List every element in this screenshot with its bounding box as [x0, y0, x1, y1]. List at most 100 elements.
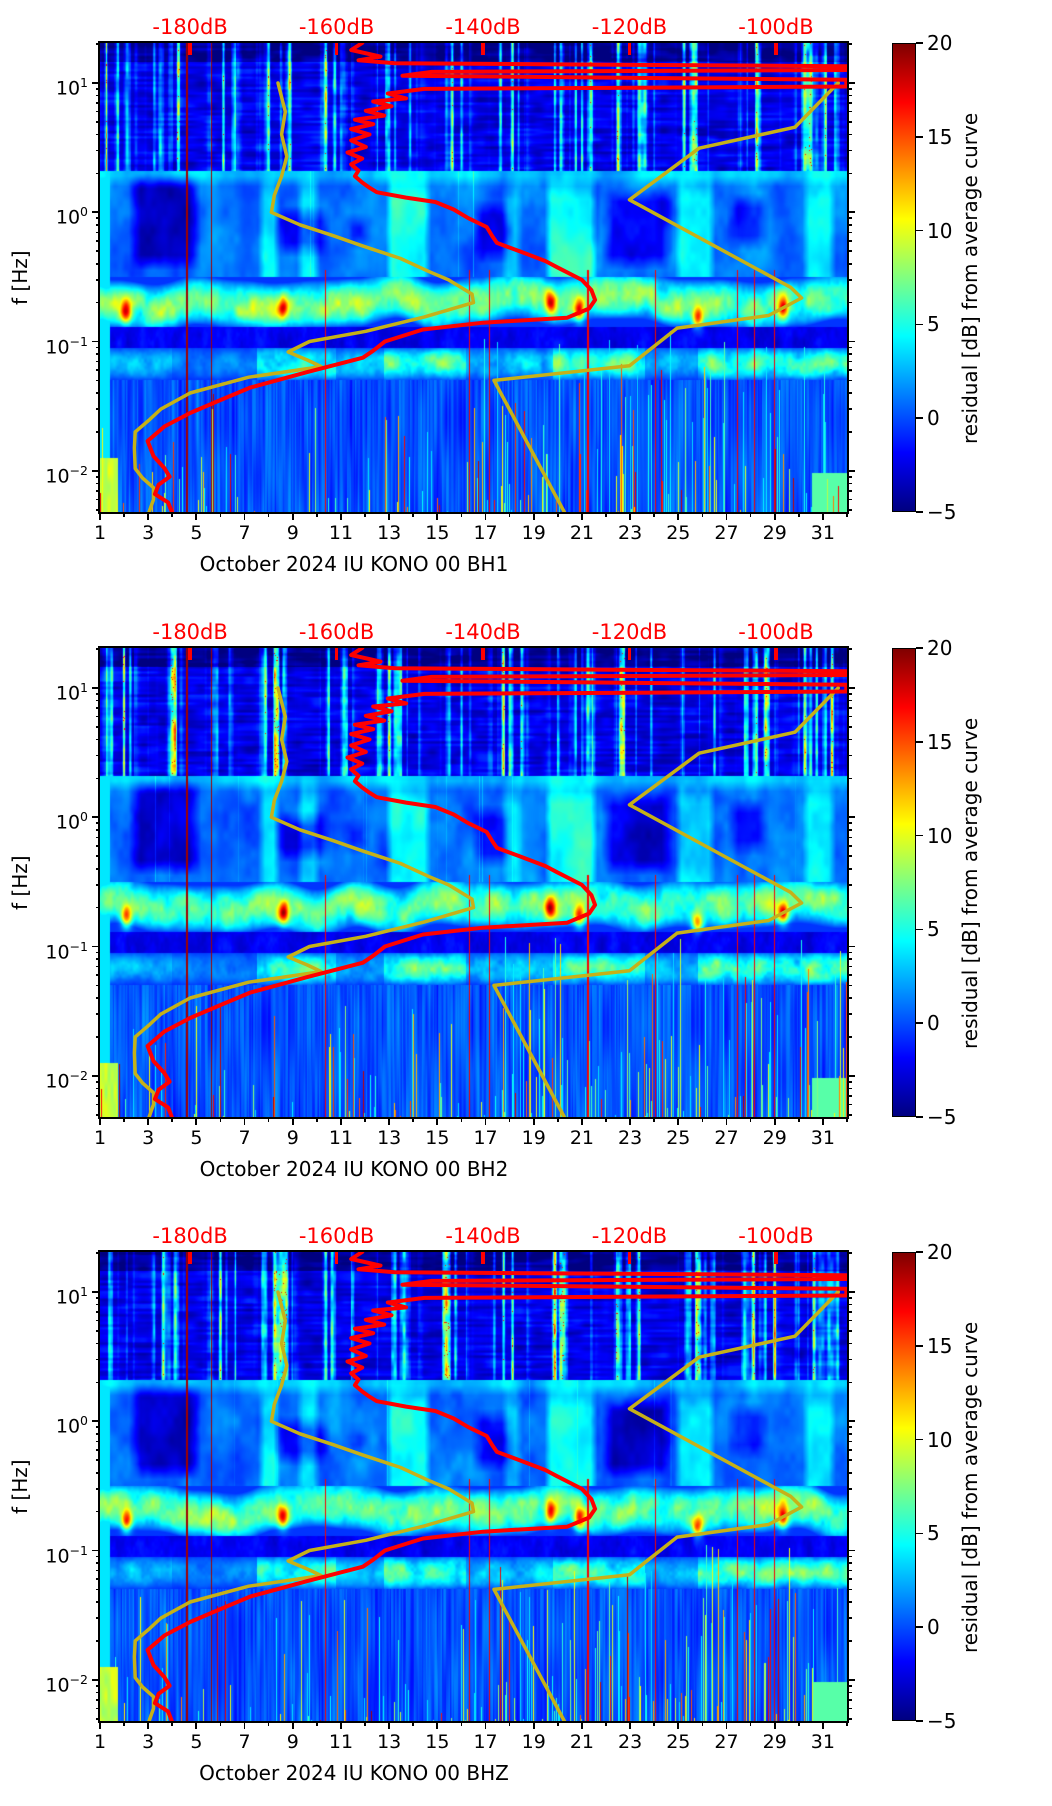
colorbar-tick-label: −5	[927, 1105, 957, 1129]
x-major-tick	[677, 512, 680, 520]
y-minor-tick-right	[847, 1449, 852, 1451]
x-tick-label: 21	[569, 1731, 595, 1753]
y-minor-tick	[95, 715, 100, 718]
y-minor-tick-right	[847, 224, 852, 226]
x-minor-tick	[123, 1117, 125, 1122]
x-minor-tick	[557, 1721, 559, 1726]
colorbar-tick	[916, 740, 923, 743]
y-minor-tick-right	[847, 1717, 852, 1720]
top-db-tick	[627, 648, 632, 660]
top-db-label: -140dB	[445, 15, 521, 39]
x-minor-tick	[267, 512, 270, 517]
y-minor-tick-right	[847, 1319, 852, 1322]
x-tick-label: 31	[810, 522, 835, 544]
colorbar-tick	[916, 1626, 923, 1629]
x-minor-tick	[219, 1721, 222, 1726]
y-minor-tick	[95, 490, 100, 492]
x-minor-tick	[701, 512, 704, 517]
x-major-tick	[532, 1721, 535, 1729]
x-major-tick	[484, 1721, 487, 1729]
x-tick-label: 19	[521, 1731, 546, 1753]
y-tick-label: 100	[55, 204, 88, 229]
y-major-tick-right	[847, 1291, 855, 1293]
x-major-tick	[291, 1117, 294, 1125]
x-major-tick	[773, 1117, 776, 1125]
y-minor-tick-right	[847, 699, 852, 702]
y-minor-tick-right	[847, 1036, 852, 1038]
x-minor-tick	[508, 512, 511, 517]
colorbar-tick-label: 5	[927, 917, 940, 942]
x-minor-tick	[219, 1117, 222, 1122]
y-minor-tick	[95, 965, 100, 968]
y-minor-tick	[95, 1342, 100, 1345]
x-axis-title: October 2024 IU KONO 00 BH2	[199, 1157, 509, 1181]
top-db-tick	[188, 648, 192, 660]
x-tick-label: 3	[142, 1127, 155, 1149]
x-minor-tick	[749, 1721, 752, 1726]
x-major-tick	[629, 512, 632, 520]
x-tick-label: 17	[473, 1731, 498, 1753]
high-noise-model-curve	[492, 1290, 840, 1721]
y-minor-tick	[95, 1297, 100, 1299]
x-minor-tick	[701, 1117, 704, 1122]
x-minor-tick	[364, 1721, 366, 1726]
x-minor-tick	[749, 1117, 752, 1122]
y-minor-tick-right	[847, 1691, 852, 1694]
top-db-tick	[774, 1252, 778, 1264]
x-tick-label: 21	[569, 1127, 595, 1149]
colorbar-tick	[916, 1022, 923, 1025]
y-tick-label: 10−1	[45, 333, 88, 358]
x-tick-label: 17	[473, 522, 498, 544]
x-tick-label: 11	[328, 522, 354, 544]
y-minor-tick	[95, 829, 100, 831]
top-db-label: -160dB	[298, 620, 375, 644]
y-minor-tick	[95, 845, 100, 847]
x-major-tick	[725, 512, 728, 520]
y-minor-tick	[95, 369, 100, 371]
x-minor-tick	[412, 1721, 415, 1726]
top-db-tick	[334, 43, 339, 55]
y-minor-tick-right	[847, 353, 852, 355]
y-minor-tick-right	[847, 1578, 852, 1580]
top-db-tick	[627, 43, 632, 55]
y-minor-tick-right	[847, 965, 852, 968]
y-minor-tick-right	[847, 1087, 852, 1090]
x-minor-tick	[364, 512, 366, 517]
y-minor-tick	[95, 1426, 100, 1428]
x-minor-tick	[798, 1117, 800, 1122]
y-minor-tick	[95, 1358, 100, 1361]
x-tick-label: 13	[377, 1127, 402, 1149]
top-db-label: -120dB	[591, 15, 668, 39]
y-minor-tick	[95, 431, 100, 433]
x-major-tick	[532, 512, 535, 520]
y-minor-tick	[95, 1459, 100, 1461]
x-minor-tick	[364, 1117, 366, 1122]
x-major-tick	[340, 1117, 342, 1125]
y-minor-tick-right	[847, 94, 852, 97]
x-minor-tick	[460, 1117, 463, 1122]
x-minor-tick	[219, 512, 222, 517]
y-major-tick-right	[847, 1549, 855, 1552]
x-minor-tick	[605, 512, 607, 517]
x-major-tick	[581, 1721, 583, 1729]
y-minor-tick-right	[847, 1684, 852, 1687]
y-minor-tick-right	[847, 855, 852, 857]
x-minor-tick	[316, 512, 318, 517]
y-minor-tick	[95, 1640, 100, 1642]
x-minor-tick	[460, 1721, 463, 1726]
colorbar-tick-label: 15	[927, 124, 953, 149]
y-tick-label: 10−2	[45, 1067, 88, 1093]
high-noise-model-curve	[492, 686, 840, 1117]
top-db-label: -180dB	[152, 620, 228, 644]
x-minor-tick	[653, 1117, 656, 1122]
top-db-tick	[481, 43, 485, 55]
x-minor-tick	[846, 512, 848, 517]
y-minor-tick	[95, 1699, 100, 1701]
y-minor-tick-right	[847, 715, 852, 718]
x-major-tick	[532, 1117, 535, 1125]
y-minor-tick-right	[847, 726, 852, 728]
colorbar-tick	[916, 928, 923, 931]
colorbar-label: residual [dB] from average curve	[958, 1320, 982, 1653]
y-minor-tick-right	[847, 240, 852, 242]
y-minor-tick	[95, 1440, 100, 1443]
